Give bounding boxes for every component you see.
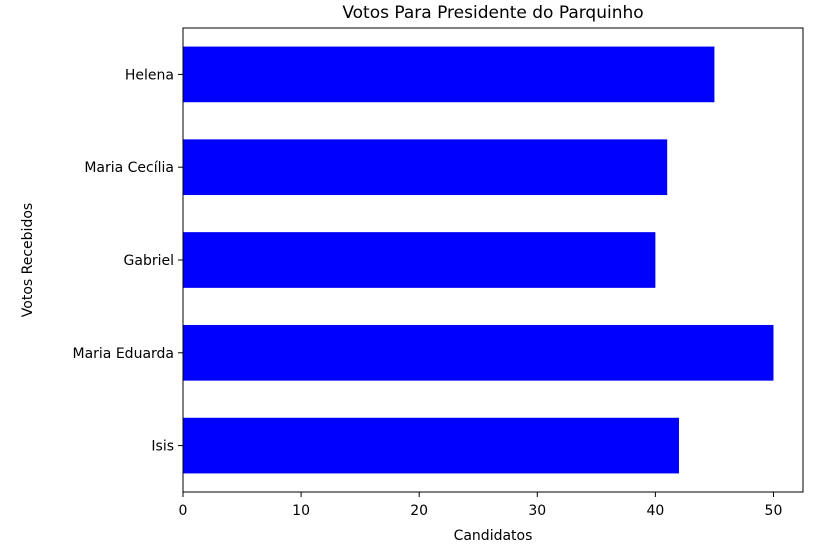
x-axis-label: Candidatos: [454, 528, 533, 544]
x-tick-label: 30: [528, 503, 546, 519]
bar-isis: [183, 417, 679, 474]
bar-maria-eduarda: [183, 324, 774, 381]
plot-frame: [182, 27, 804, 493]
y-tick-label: Gabriel: [124, 253, 174, 269]
y-ticks-group: Isis Maria Eduarda Gabriel Maria Cecília Hel…: [73, 67, 183, 455]
x-tick-label: 50: [765, 503, 783, 519]
y-axis-label: Votos Recebidos: [20, 203, 36, 317]
bar-helena: [183, 46, 715, 103]
x-tick-label: 20: [410, 503, 428, 519]
x-tick-label: 10: [292, 503, 310, 519]
x-tick-label: 0: [179, 503, 188, 519]
y-tick-label: Maria Eduarda: [73, 346, 175, 362]
y-tick-label: Helena: [125, 67, 174, 83]
bars-group: [183, 46, 774, 474]
chart-title: Votos Para Presidente do Parquinho: [342, 3, 643, 23]
x-ticks-group: 0 10 20 30 40 50: [179, 492, 783, 519]
bar-maria-cecília: [183, 139, 668, 196]
y-tick-label: Maria Cecília: [84, 160, 174, 176]
y-tick-label: Isis: [151, 439, 174, 455]
bar-gabriel: [183, 232, 656, 288]
x-tick-label: 40: [646, 503, 664, 519]
